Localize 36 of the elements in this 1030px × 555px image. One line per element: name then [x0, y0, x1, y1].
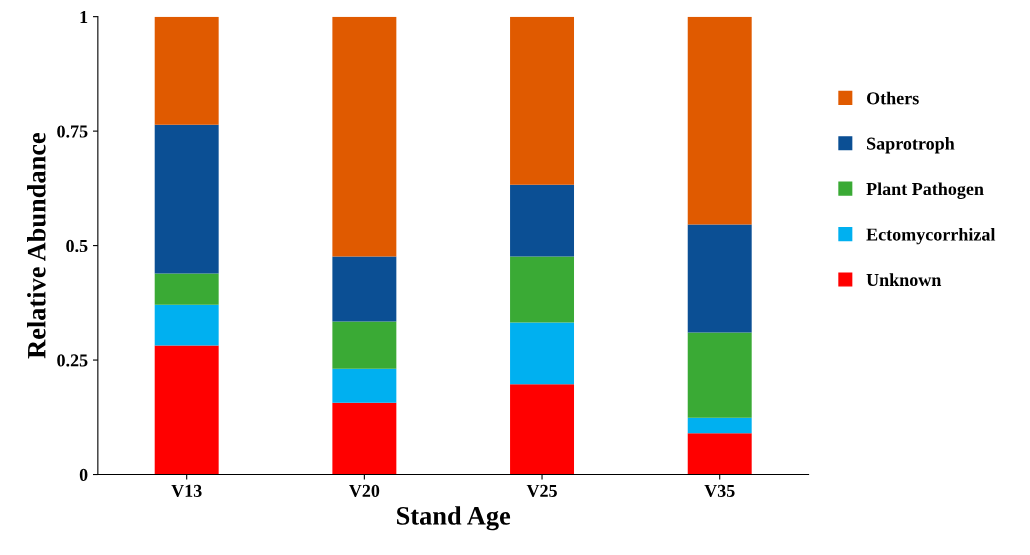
legend-label: Others: [866, 91, 919, 105]
bar: [154, 16, 219, 125]
x-tick-label: V13: [171, 484, 202, 498]
bar: [154, 345, 219, 475]
y-tick-label: 1: [80, 10, 88, 23]
bar: [332, 256, 397, 322]
bar: [687, 433, 752, 475]
bar: [687, 16, 752, 225]
bar: [154, 124, 219, 274]
y-tick-label: 0: [79, 468, 88, 481]
bar: [510, 322, 575, 385]
bar: [332, 16, 397, 257]
y-tick-label: 0.5: [66, 239, 88, 253]
bar: [687, 417, 752, 434]
x-axis-title: Stand Age: [397, 506, 511, 531]
y-tick-label: 0.25: [57, 354, 88, 367]
bar: [687, 224, 752, 333]
bar: [687, 332, 752, 418]
y-tick-label: 0.75: [57, 125, 88, 138]
y-axis-title: Relative Abundance: [27, 133, 46, 359]
bar: [510, 184, 575, 257]
x-tick-label: V20: [349, 484, 380, 498]
legend-label: Ectomycorrhizal: [866, 227, 996, 245]
bar: [332, 368, 397, 403]
bar: [154, 304, 219, 346]
bar: [510, 256, 575, 323]
bar: [510, 384, 575, 475]
bar: [332, 321, 397, 369]
legend-label: Plant Pathogen: [866, 182, 984, 199]
bar: [154, 273, 219, 305]
x-tick-label: V25: [526, 484, 557, 498]
bar: [332, 402, 397, 475]
bar: [510, 16, 575, 185]
x-tick-label: V35: [704, 484, 735, 498]
legend-label: Saprotroph: [867, 137, 955, 154]
legend-label: Unknown: [866, 273, 942, 287]
